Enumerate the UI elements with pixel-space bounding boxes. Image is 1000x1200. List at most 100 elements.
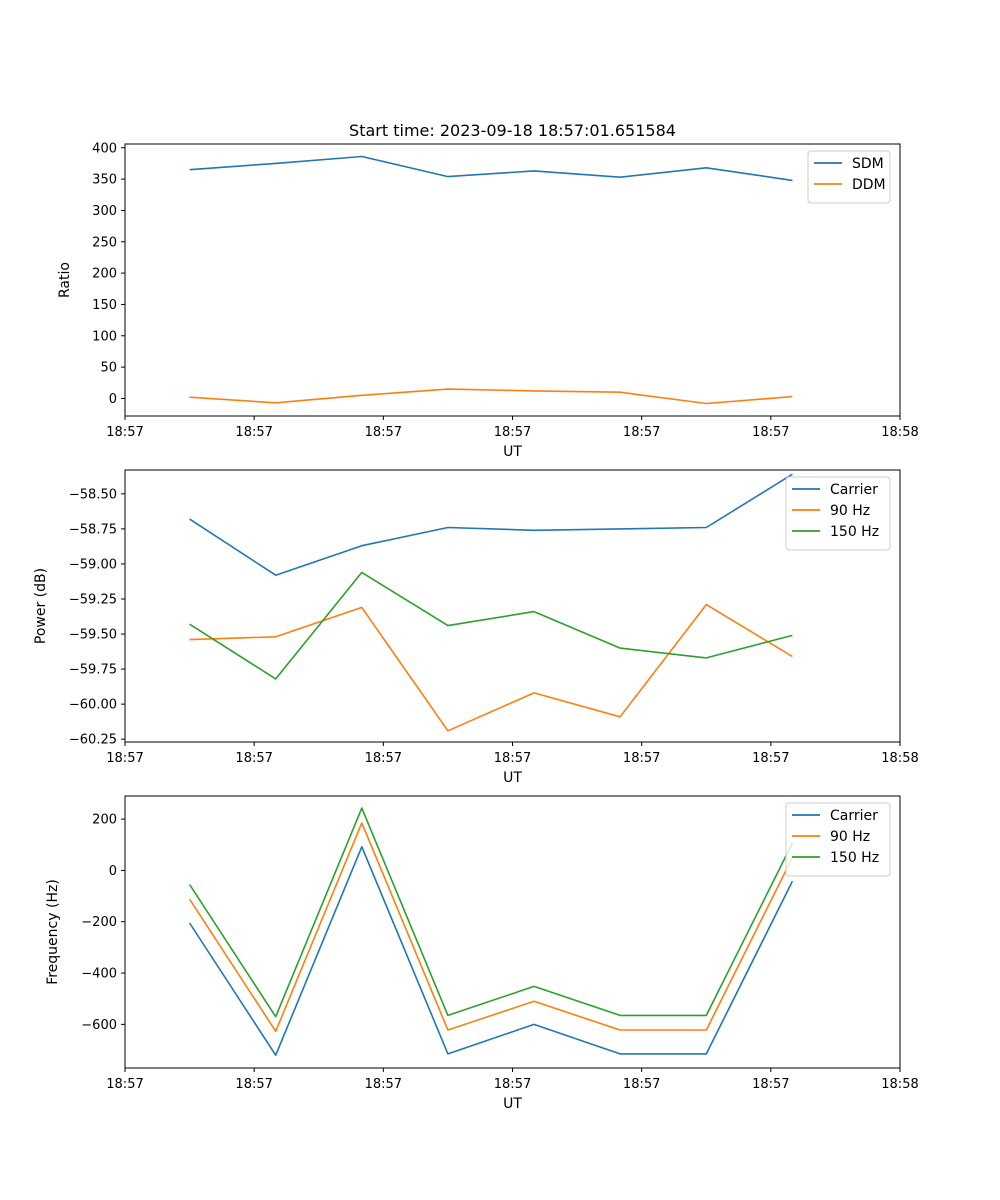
x-tick-label: 18:57 [494,1077,531,1092]
legend-label: Carrier [830,808,878,824]
series-line-carrier [189,473,793,577]
chart-panel-2: 18:57 18:57 18:57 18:57 18:57 18:57 18:58 −58.5… [33,469,919,786]
data-point [189,396,191,398]
data-point [533,692,535,694]
chart-title: Start time: 2023-09-18 18:57:01.651584 [349,121,676,140]
data-point [533,170,535,172]
x-tick-label: 18:57 [235,751,272,766]
x-tick-label: 18:57 [494,425,531,440]
data-point [275,678,277,680]
x-tick-label: 18:58 [881,425,918,440]
data-point [706,657,708,659]
y-tick-label: 150 [92,298,117,313]
data-point [189,884,191,886]
legend: Carrier 90 Hz 150 Hz [785,476,891,551]
legend-box [807,150,891,204]
data-point [533,530,535,532]
chart-panels: 18:57 18:57 18:57 18:57 18:57 18:57 18:58 0 50 10… [33,121,919,1112]
legend-label: 90 Hz [830,829,870,845]
legend-label: SDM [852,156,884,172]
chart-panel-3: 18:57 18:57 18:57 18:57 18:57 18:57 18:58 200 0 −… [45,795,919,1112]
x-axis-label: UT [503,444,522,460]
x-tick-label: 18:58 [881,751,918,766]
x-tick-label: 18:57 [494,751,531,766]
data-point [533,390,535,392]
data-point [447,1053,449,1055]
data-point [792,396,794,398]
data-point [361,846,363,848]
data-point [275,636,277,638]
legend-label: 150 Hz [830,850,879,866]
x-axis-label: UT [503,1096,522,1112]
data-point [619,1053,621,1055]
x-tick-label: 18:57 [623,425,660,440]
x-tick-label: 18:57 [752,751,789,766]
legend-label: 90 Hz [830,503,870,519]
y-tick-label: 100 [92,329,117,344]
y-tick-label: −59.00 [69,557,117,572]
data-point [447,176,449,178]
x-tick-label: 18:57 [623,1077,660,1092]
legend-label: DDM [852,177,886,193]
y-tick-label: −59.50 [69,628,117,643]
data-point [361,822,363,824]
y-tick-label: −400 [81,967,117,982]
y-tick-label: −59.25 [69,592,117,607]
data-point [619,391,621,393]
data-point [189,623,191,625]
y-tick-label: −60.00 [69,698,117,713]
data-point [361,545,363,547]
data-point [189,169,191,171]
y-axis-label: Frequency (Hz) [45,879,61,985]
y-axis-label: Power (dB) [33,568,49,644]
x-tick-label: 18:57 [752,1077,789,1092]
data-point [533,611,535,613]
data-point [619,1029,621,1031]
x-tick-label: 18:57 [365,1077,402,1092]
data-point [619,716,621,718]
x-tick-label: 18:57 [106,425,143,440]
data-point [619,176,621,178]
x-tick-label: 18:57 [752,425,789,440]
x-tick-label: 18:57 [365,425,402,440]
data-point [275,574,277,576]
data-point [533,986,535,988]
y-tick-label: 0 [109,864,117,879]
data-point [792,656,794,658]
data-point [706,1053,708,1055]
data-point [619,647,621,649]
data-point [189,898,191,900]
x-tick-label: 18:57 [365,751,402,766]
y-tick-label: 50 [100,361,117,376]
legend: Carrier 90 Hz 150 Hz [785,802,891,877]
data-point [275,163,277,165]
y-tick-label: 250 [92,235,117,250]
data-point [533,1001,535,1003]
series-line-carrier [188,845,794,1056]
data-point [361,156,363,158]
y-tick-label: −600 [81,1018,117,1033]
series-line-150-hz [189,571,793,680]
x-tick-label: 18:58 [881,1077,918,1092]
x-tick-label: 18:57 [235,1077,272,1092]
y-tick-label: 300 [92,204,117,219]
data-point [706,1015,708,1017]
y-axis-label: Ratio [57,262,73,298]
series-line-sdm [189,155,793,182]
data-point [533,1024,535,1026]
data-point [189,639,191,641]
data-point [189,922,191,924]
data-point [275,1031,277,1033]
data-point [706,527,708,529]
data-point [792,635,794,637]
y-tick-label: −60.25 [69,733,117,748]
y-tick-label: −200 [81,915,117,930]
data-point [706,167,708,169]
y-tick-label: 350 [92,173,117,188]
data-point [706,604,708,606]
series-line-150-hz [188,807,794,1018]
data-point [447,1029,449,1031]
series-line-90-hz [188,822,794,1033]
data-point [447,730,449,732]
